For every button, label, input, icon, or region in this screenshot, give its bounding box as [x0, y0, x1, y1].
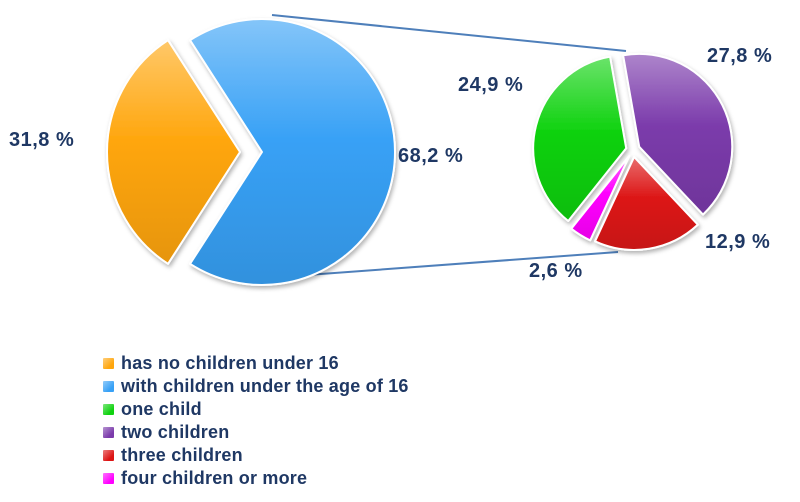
legend-item: two children: [103, 421, 409, 444]
legend-swatch: [103, 404, 114, 415]
secondary-pie-slice-3: [570, 154, 631, 242]
legend-item: with children under the age of 16: [103, 375, 409, 398]
label-sec-red: 12,9 %: [705, 231, 771, 253]
label-sec-purple: 27,8 %: [707, 45, 773, 67]
secondary-pie-slice-0: [532, 55, 628, 222]
legend-label: three children: [121, 445, 243, 465]
legend-label: two children: [121, 422, 230, 442]
legend-label: has no children under 16: [121, 353, 339, 373]
series-connector-line: [271, 14, 627, 52]
legend-label: with children under the age of 16: [121, 376, 409, 396]
main-pie-slice-1: [189, 18, 396, 286]
legend-item: one child: [103, 398, 409, 421]
label-sec-green: 24,9 %: [458, 74, 524, 96]
series-connector-line: [279, 251, 619, 278]
secondary-pie: [532, 52, 734, 251]
secondary-pie-slice-2: [594, 155, 699, 251]
label-main-orange: 31,8 %: [9, 129, 75, 151]
legend-label: four children or more: [121, 468, 308, 488]
main-pie: [106, 18, 396, 286]
chart-legend: has no children under 16 with children u…: [103, 352, 409, 490]
main-pie-slice-0: [106, 39, 241, 265]
legend-swatch: [103, 427, 114, 438]
legend-label: one child: [121, 399, 202, 419]
label-sec-magenta: 2,6 %: [529, 260, 583, 282]
legend-item: four children or more: [103, 467, 409, 490]
legend-swatch: [103, 381, 114, 392]
legend-swatch: [103, 358, 114, 369]
label-main-blue: 68,2 %: [398, 145, 464, 167]
secondary-pie-slice-1: [622, 52, 734, 216]
legend-swatch: [103, 473, 114, 484]
legend-item: has no children under 16: [103, 352, 409, 375]
legend-item: three children: [103, 444, 409, 467]
legend-swatch: [103, 450, 114, 461]
